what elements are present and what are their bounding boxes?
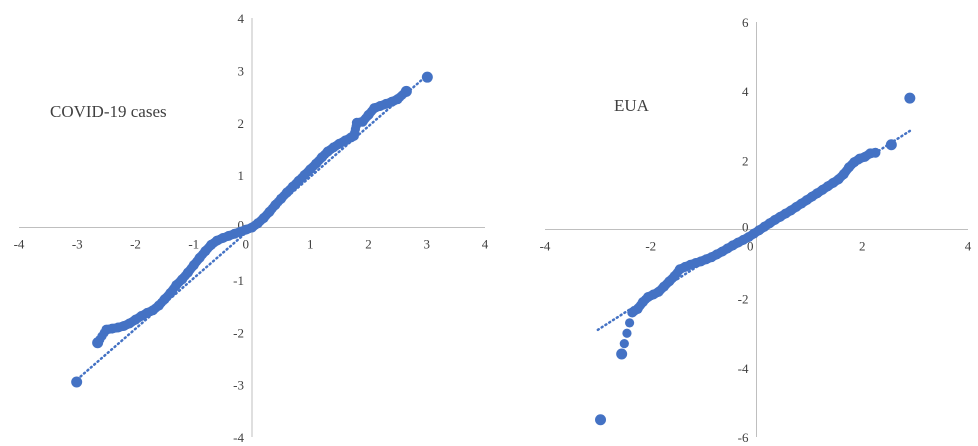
chart-eua: -4 -2 0 2 4 -6 -4 -2 2 4 6 0 EUA: [540, 15, 972, 445]
y-tick-label: 3: [238, 63, 245, 78]
x-tick-label: -4: [540, 239, 551, 254]
y-tick-label: -4: [738, 361, 749, 376]
data-point: [625, 318, 635, 328]
y-tick-label: -3: [233, 378, 244, 393]
x-tick-label: -4: [14, 237, 25, 252]
data-point: [595, 414, 607, 426]
x-tick-label: 2: [859, 239, 866, 254]
x-tick-label: -3: [72, 237, 83, 252]
y-tick-label: -4: [233, 430, 244, 445]
y-tick-label: 2: [238, 116, 245, 131]
y-tick-label: 0: [742, 220, 749, 235]
data-point: [619, 339, 629, 349]
data-point: [904, 92, 916, 104]
y-tick-label: 2: [742, 153, 749, 168]
data-point: [869, 148, 879, 158]
x-tick-label: -2: [130, 237, 141, 252]
x-tick-label: -2: [645, 239, 656, 254]
y-tick-label: -2: [738, 292, 749, 307]
data-point: [622, 328, 632, 338]
chart-title: EUA: [614, 96, 650, 115]
data-point: [399, 88, 409, 98]
x-tick-label: 1: [307, 237, 314, 252]
data-point: [885, 139, 897, 151]
y-tick-label: 6: [742, 15, 749, 30]
y-tick-label: 4: [742, 84, 749, 99]
y-tick-label: -6: [738, 430, 749, 445]
x-tick-label: 4: [482, 237, 489, 252]
x-tick-label: 0: [747, 239, 754, 254]
data-point: [616, 348, 628, 360]
y-tick-label: 4: [238, 11, 245, 26]
y-tick-label: 1: [238, 168, 245, 183]
y-tick-label: 0: [238, 218, 245, 233]
data-point: [71, 376, 83, 388]
y-tick-label: -1: [233, 273, 244, 288]
data-point: [421, 71, 433, 83]
chart-covid: -4 -3 -2 -1 0 1 2 3 4 -4 -3 -2 -1 1 2 3 4 0 COVID-19 cases: [14, 11, 489, 445]
x-tick-label: 0: [243, 237, 250, 252]
y-tick-label: -2: [233, 325, 244, 340]
x-tick-label: 2: [365, 237, 372, 252]
chart-title: COVID-19 cases: [50, 102, 167, 121]
x-tick-label: 3: [424, 237, 431, 252]
x-tick-label: 4: [965, 239, 972, 254]
x-tick-label: -1: [188, 237, 199, 252]
